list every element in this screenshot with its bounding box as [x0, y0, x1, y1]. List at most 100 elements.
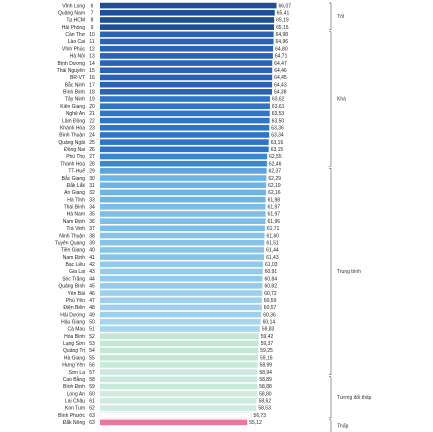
row-label: Bình Thuận	[59, 133, 85, 139]
bar	[100, 268, 263, 275]
row-label: Thái Nguyên	[57, 68, 86, 74]
value-label: 62,55	[269, 154, 282, 160]
row-label: Tuyên Quang	[55, 240, 85, 246]
row-rank: 39	[89, 240, 95, 246]
row-rank: 49	[89, 312, 95, 318]
value-label: 62,37	[269, 169, 282, 175]
bar	[100, 347, 259, 354]
value-label: 64,43	[274, 82, 287, 88]
value-label: 55,12	[249, 420, 262, 426]
row-rank: 29	[89, 169, 95, 175]
value-label: 59,83	[262, 327, 275, 333]
group-label: Tương đối thấp	[337, 395, 372, 401]
row-label: Quảng Trị	[63, 348, 85, 354]
value-label: 61,97	[268, 212, 281, 218]
row-label: Cà Mau	[67, 327, 85, 333]
row-rank: 45	[89, 284, 95, 290]
row-rank: 31	[89, 183, 95, 189]
row-label: Hà Nam	[67, 212, 85, 218]
row-rank: 9	[91, 25, 94, 31]
value-label: 58,99	[260, 363, 273, 369]
value-label: 61,43	[266, 255, 279, 261]
row-label: Lào Cai	[68, 39, 85, 45]
value-label: 65,19	[276, 18, 289, 24]
row-label: Hải Phòng	[62, 25, 86, 31]
value-label: 61,71	[267, 226, 280, 232]
bar	[100, 311, 262, 318]
bar	[100, 153, 268, 160]
row-label: Kon Tum	[65, 406, 85, 412]
row-label: TT-Huế	[68, 169, 85, 175]
bar	[99, 412, 252, 419]
value-label: 60,82	[264, 284, 277, 290]
bar	[100, 326, 260, 332]
row-label: Hòa Bình	[64, 334, 85, 340]
bar	[100, 53, 273, 59]
row-rank: 20	[89, 104, 95, 110]
bar	[100, 103, 270, 110]
row-label: Bắc Giang	[62, 175, 86, 182]
value-label: 63,34	[271, 133, 284, 139]
value-label: 63,16	[271, 140, 284, 146]
value-label: 64,96	[276, 39, 289, 45]
value-label: 60,72	[264, 291, 277, 297]
value-label: 63,36	[271, 125, 284, 131]
row-rank: 63	[89, 420, 95, 426]
row-label: Kiên Giang	[60, 104, 85, 110]
bar	[100, 24, 275, 30]
value-label: 56,73	[254, 413, 267, 419]
row-rank: 22	[89, 118, 95, 124]
row-rank: 18	[89, 90, 95, 96]
bar	[100, 74, 273, 81]
row-label: Bình Dương	[58, 61, 86, 67]
row-label: Hà Nội	[70, 54, 85, 60]
bar	[100, 383, 258, 390]
value-label: 58,89	[259, 377, 272, 383]
bar	[100, 254, 265, 260]
row-rank: 57	[89, 370, 95, 376]
row-label: Ninh Thuận	[59, 233, 85, 239]
value-label: 58,53	[258, 406, 271, 412]
bar	[100, 2, 277, 9]
row-label: Quảng Ngãi	[58, 140, 85, 146]
row-label: Hải Dương	[60, 312, 85, 318]
row-label: Cao Bằng	[63, 376, 85, 383]
row-rank: 14	[89, 61, 95, 67]
row-label: Hưng Yên	[62, 363, 85, 369]
value-label: 60,57	[264, 305, 277, 311]
value-label: 63,53	[272, 111, 285, 117]
value-label: 64,98	[276, 32, 289, 38]
value-label: 62,29	[268, 176, 281, 182]
bar	[100, 117, 270, 124]
row-label: Lâm Đồng	[62, 118, 85, 124]
row-label: Nam Định	[63, 255, 85, 261]
row-label: Hà Tĩnh	[67, 197, 85, 203]
value-label: 58,88	[259, 384, 272, 390]
row-rank: 23	[89, 125, 95, 131]
row-rank: 56	[89, 363, 95, 369]
value-label: 59,16	[260, 355, 273, 361]
row-rank: 41	[89, 255, 95, 261]
bar	[100, 218, 266, 224]
row-rank: 37	[89, 226, 95, 232]
row-label: Sơn La	[69, 370, 86, 376]
row-rank: 7	[91, 10, 94, 16]
row-rank: 51	[89, 327, 95, 333]
row-rank: 46	[89, 291, 95, 297]
row-label: Yên Bái	[67, 291, 85, 297]
value-label: 59,42	[261, 334, 274, 340]
row-rank: 8	[91, 18, 94, 24]
value-label: 63,50	[272, 118, 285, 124]
value-label: 58,80	[259, 391, 272, 397]
row-rank: 21	[89, 111, 95, 117]
row-label: Vĩnh Long	[62, 3, 85, 9]
row-label: Vĩnh Phúc	[62, 46, 86, 52]
row-rank: 17	[89, 82, 95, 88]
row-rank: 25	[89, 140, 95, 146]
row-rank: 44	[89, 276, 95, 282]
value-label: 63,15	[271, 147, 284, 153]
bar	[100, 376, 258, 383]
row-label: Phú Yên	[66, 298, 85, 304]
row-rank: 34	[89, 205, 95, 211]
row-rank: 11	[89, 39, 94, 45]
